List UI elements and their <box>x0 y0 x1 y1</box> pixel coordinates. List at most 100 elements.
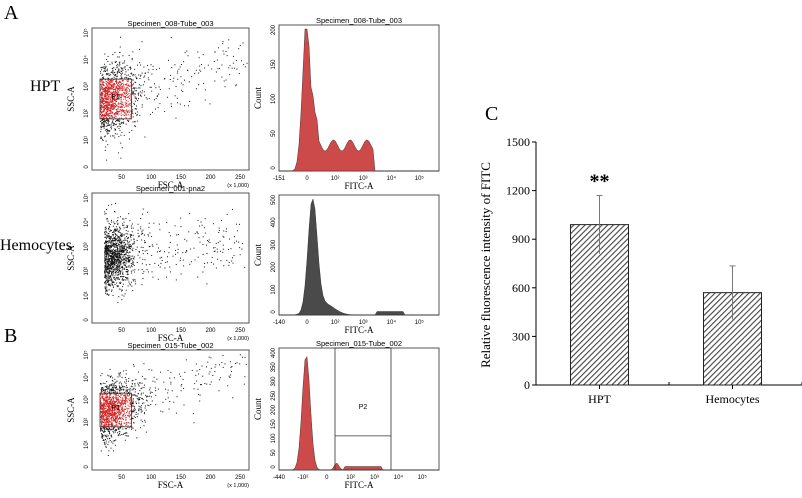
event-dot <box>113 412 115 414</box>
y-tick-label: 200 <box>271 404 277 415</box>
event-dot <box>138 74 140 76</box>
event-dot <box>108 415 110 417</box>
event-dot <box>120 259 122 261</box>
event-dot <box>203 82 205 84</box>
event-dot <box>131 417 133 419</box>
event-dot <box>220 250 222 252</box>
event-dot <box>107 250 109 252</box>
event-dot <box>126 105 128 107</box>
event-dot <box>113 240 115 242</box>
event-dot <box>107 98 109 100</box>
event-dot <box>102 120 104 122</box>
event-dot <box>118 119 120 121</box>
event-dot <box>113 406 115 408</box>
event-dot <box>118 71 120 73</box>
event-dot <box>111 271 113 273</box>
event-dot <box>125 116 127 118</box>
event-dot <box>100 429 102 431</box>
event-dot <box>100 415 102 417</box>
event-dot <box>126 389 128 391</box>
event-dot <box>156 251 158 253</box>
event-dot <box>103 94 105 96</box>
event-dot <box>137 399 139 401</box>
event-dot <box>122 286 124 288</box>
event-dot <box>135 379 137 381</box>
event-dot <box>132 409 134 411</box>
event-dot <box>112 94 114 96</box>
event-dot <box>108 122 110 124</box>
event-dot <box>110 421 112 423</box>
event-dot <box>115 405 117 407</box>
event-dot <box>180 76 182 78</box>
event-dot <box>119 402 121 404</box>
event-dot <box>112 107 114 109</box>
event-dot <box>230 366 232 368</box>
y-tick-label: 10⁴ <box>83 55 90 65</box>
event-dot <box>108 89 110 91</box>
event-dot <box>112 102 114 104</box>
event-dot <box>111 264 113 266</box>
event-dot <box>101 402 103 404</box>
event-dot <box>104 88 106 90</box>
x-tick-label: 50 <box>118 175 125 181</box>
event-dot <box>100 72 102 74</box>
event-dot <box>238 241 240 243</box>
event-dot <box>105 90 107 92</box>
event-dot <box>109 104 111 106</box>
gate-p1 <box>99 78 132 120</box>
event-dot <box>111 71 113 73</box>
event-dot <box>111 289 113 291</box>
event-dot <box>143 66 145 68</box>
event-dot <box>101 108 103 110</box>
event-dot <box>175 264 177 266</box>
event-dot <box>109 395 111 397</box>
event-dot <box>121 267 123 269</box>
event-dot <box>131 386 133 388</box>
event-dot <box>144 75 146 77</box>
event-dot <box>113 79 115 81</box>
event-dot <box>154 99 156 101</box>
event-dot <box>133 264 135 266</box>
event-dot <box>197 51 199 53</box>
event-dot <box>119 250 121 252</box>
event-dot <box>119 248 121 250</box>
event-dot <box>126 246 128 248</box>
event-dot <box>118 56 120 58</box>
event-dot <box>199 368 201 370</box>
event-dot <box>107 260 109 262</box>
event-dot <box>107 416 109 418</box>
event-dot <box>239 247 241 249</box>
event-dot <box>115 397 117 399</box>
event-dot <box>110 88 112 90</box>
event-dot <box>202 244 204 246</box>
event-dot <box>140 419 142 421</box>
event-dot <box>231 260 233 262</box>
event-dot <box>108 90 110 92</box>
event-dot <box>160 410 162 412</box>
event-dot <box>232 397 234 399</box>
event-dot <box>123 261 125 263</box>
event-dot <box>100 128 102 130</box>
event-dot <box>207 64 209 66</box>
event-dot <box>140 246 142 248</box>
event-dot <box>115 386 117 388</box>
event-dot <box>127 408 129 410</box>
event-dot <box>129 104 131 106</box>
event-dot <box>109 130 111 132</box>
event-dot <box>109 408 111 410</box>
event-dot <box>106 133 108 135</box>
event-dot <box>101 428 103 430</box>
event-dot <box>107 61 109 63</box>
event-dot <box>196 380 198 382</box>
event-dot <box>206 383 208 385</box>
event-dot <box>107 89 109 91</box>
event-dot <box>142 229 144 231</box>
event-dot <box>109 429 111 431</box>
event-dot <box>106 415 108 417</box>
event-dot <box>101 75 103 77</box>
event-dot <box>110 101 112 103</box>
event-dot <box>101 416 103 418</box>
event-dot <box>145 431 147 433</box>
event-dot <box>116 111 118 113</box>
event-dot <box>103 85 105 87</box>
